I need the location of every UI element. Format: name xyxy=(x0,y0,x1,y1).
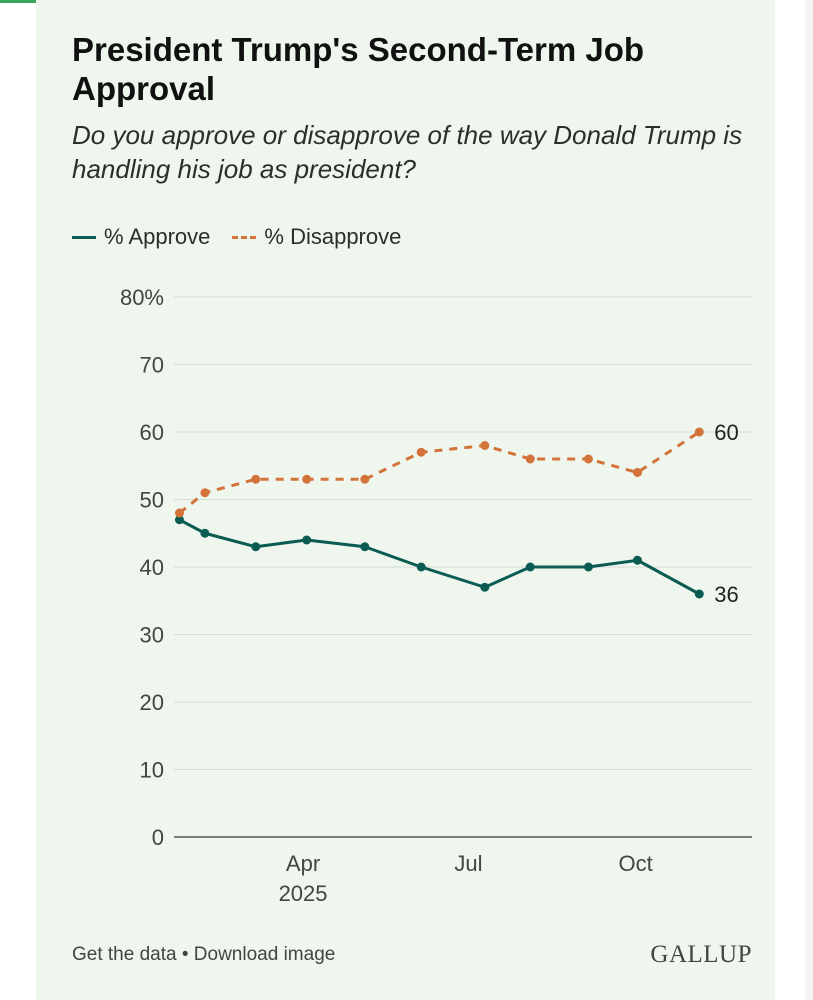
footer-links: Get the data • Download image xyxy=(72,944,335,966)
y-tick-label: 30 xyxy=(140,623,164,648)
legend-swatch-approve xyxy=(72,235,96,239)
gallup-logo: GALLUP xyxy=(650,941,752,968)
download-image-link[interactable]: Download image xyxy=(193,944,336,965)
series-line-approve xyxy=(178,518,701,596)
data-point-approve xyxy=(694,589,704,599)
y-tick-label: 40 xyxy=(140,555,164,580)
legend-item-approve: % Approve xyxy=(72,224,210,250)
x-axis-ticks: Apr 2025 Jul Oct xyxy=(279,851,653,906)
end-label-approve: 36 xyxy=(714,582,738,607)
data-point-approve xyxy=(416,562,426,572)
legend-label-disapprove: % Disapprove xyxy=(264,224,402,249)
y-tick-label: 60 xyxy=(140,420,164,445)
data-point-disapprove xyxy=(632,468,642,477)
data-point-disapprove xyxy=(480,441,490,450)
end-label-disapprove: 60 xyxy=(714,420,738,445)
chart-legend: % Approve % Disapprove xyxy=(72,222,423,252)
data-point-disapprove xyxy=(525,454,535,464)
data-point-approve xyxy=(632,555,642,565)
end-labels: 36 60 xyxy=(714,420,738,607)
chart-subtitle: Do you approve or disapprove of the way … xyxy=(72,120,743,184)
data-point-approve xyxy=(360,542,370,552)
top-accent xyxy=(0,0,46,3)
data-point-disapprove xyxy=(583,454,593,464)
x-tick-label: Apr xyxy=(286,851,320,876)
legend-swatch-disapprove xyxy=(232,235,257,239)
data-point-approve xyxy=(525,562,535,572)
y-tick-label: 0 xyxy=(152,825,164,850)
data-point-approve xyxy=(251,542,261,552)
y-tick-label: 80% xyxy=(120,285,164,310)
x-tick-label: Jul xyxy=(454,851,482,876)
data-point-approve xyxy=(302,535,312,545)
y-tick-label: 50 xyxy=(140,488,164,513)
get-data-link[interactable]: Get the data xyxy=(72,944,177,965)
y-tick-label: 10 xyxy=(140,758,164,783)
data-point-disapprove xyxy=(360,474,370,484)
data-point-disapprove xyxy=(200,488,210,498)
right-rail xyxy=(805,0,813,1000)
grid-layer xyxy=(174,296,752,838)
chart-title: President Trump's Second-Term Job Approv… xyxy=(72,31,645,107)
footer: Get the data • Download image GALLUP xyxy=(72,940,752,970)
line-chart: 0 10 20 30 40 50 60 70 80% Apr 2025 Jul Oct 36 60 xyxy=(120,285,752,906)
data-point-approve xyxy=(480,582,490,592)
data-point-disapprove xyxy=(694,427,704,437)
y-tick-label: 70 xyxy=(140,353,164,378)
data-point-disapprove xyxy=(174,508,184,518)
chart-card: President Trump's Second-Term Job Approv… xyxy=(36,0,775,1000)
data-point-approve xyxy=(200,528,210,538)
data-point-approve xyxy=(583,562,593,572)
data-point-disapprove xyxy=(302,474,312,484)
legend-label-approve: % Approve xyxy=(104,224,211,249)
x-tick-sublabel: 2025 xyxy=(279,881,328,906)
legend-item-disapprove: % Disapprove xyxy=(232,224,401,250)
data-point-disapprove xyxy=(416,447,426,457)
series-line-disapprove xyxy=(178,430,701,515)
y-axis-ticks: 0 10 20 30 40 50 60 70 80% xyxy=(120,285,164,850)
x-tick-label: Oct xyxy=(619,851,653,876)
data-point-approve xyxy=(174,515,184,525)
series-layer xyxy=(174,427,704,599)
y-tick-label: 20 xyxy=(140,690,164,715)
data-point-disapprove xyxy=(251,474,261,484)
footer-separator: • xyxy=(181,944,189,965)
